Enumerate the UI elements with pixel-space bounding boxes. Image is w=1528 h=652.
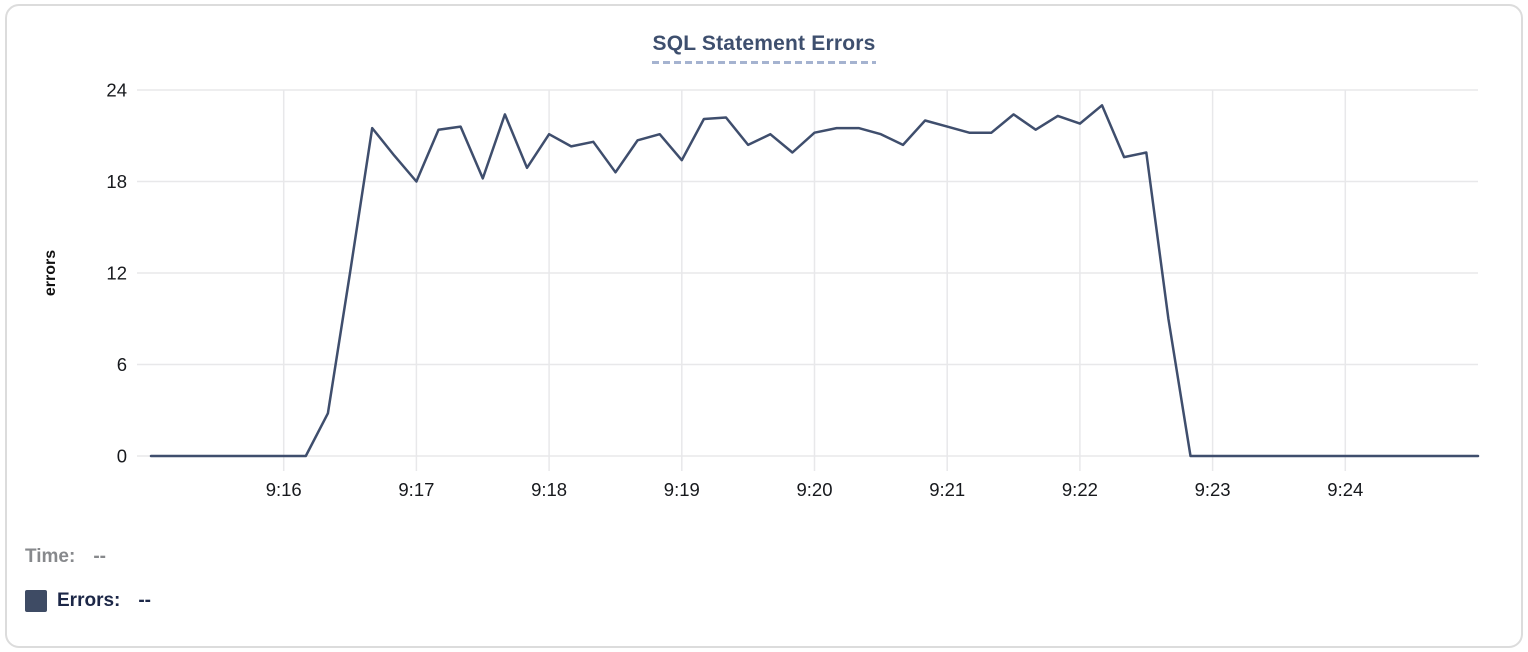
y-tick-label: 12 <box>106 263 127 284</box>
chart-header: SQL Statement Errors <box>7 32 1521 64</box>
chart-title[interactable]: SQL Statement Errors <box>652 32 875 64</box>
x-tick-label: 9:23 <box>1195 479 1231 500</box>
legend-errors-row: Errors: -- <box>25 588 151 614</box>
legend-time-row: Time: -- <box>25 544 151 570</box>
y-tick-label: 6 <box>117 354 127 375</box>
chart-legend: Time: -- Errors: -- <box>25 544 151 632</box>
y-tick-label: 18 <box>106 171 127 192</box>
x-tick-label: 9:17 <box>398 479 434 500</box>
time-label: Time: <box>25 546 76 567</box>
x-tick-label: 9:22 <box>1062 479 1098 500</box>
errors-series-line <box>149 104 1480 458</box>
errors-series-swatch-icon <box>25 590 47 612</box>
y-tick-label: 24 <box>106 80 127 101</box>
y-axis-label: errors <box>42 250 59 296</box>
errors-line-chart[interactable]: 0 6 12 18 24 9:16 9:17 9:18 9:19 9:20 9:21 9:22 9:23… <box>7 6 1523 518</box>
time-value: -- <box>93 546 106 567</box>
x-tick-label: 9:16 <box>266 479 302 500</box>
x-tick-label: 9:21 <box>929 479 965 500</box>
x-tick-label: 9:18 <box>531 479 567 500</box>
errors-label: Errors: <box>57 590 121 611</box>
x-tick-label: 9:24 <box>1327 479 1363 500</box>
x-tick-label: 9:20 <box>796 479 832 500</box>
y-tick-label: 0 <box>117 446 127 467</box>
errors-value: -- <box>138 590 152 611</box>
chart-card: SQL Statement Errors 0 6 12 18 24 9:16 9:17 9:1… <box>5 4 1523 648</box>
x-tick-label: 9:19 <box>664 479 700 500</box>
